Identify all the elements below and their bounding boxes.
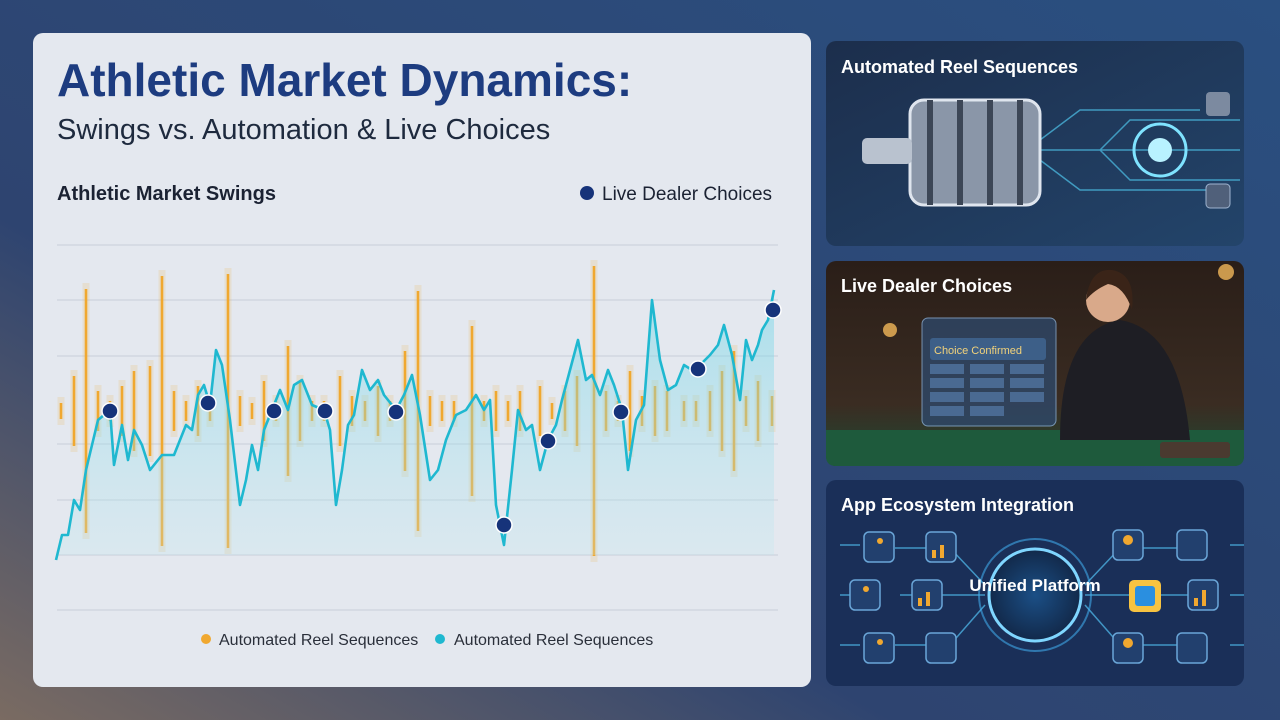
legend-label: Automated Reel Sequences: [454, 632, 653, 649]
marker: [495, 516, 513, 534]
panel-ecosystem: Unified Platform App Ecosystem Integrati…: [826, 480, 1244, 686]
circuit-lines: [1039, 109, 1240, 191]
marker: [316, 402, 334, 420]
hologram-text: Choice Confirmed: [934, 345, 1022, 357]
icon: [1205, 183, 1231, 209]
marker: [101, 402, 119, 420]
panel-title: Live Dealer Choices: [841, 276, 1012, 296]
app-icon-screen: [1135, 586, 1155, 606]
hub-ring: [978, 538, 1092, 652]
marker: [265, 402, 283, 420]
marker: [764, 301, 782, 319]
dealer-body: [1060, 320, 1190, 440]
line-area: [56, 290, 774, 560]
marker: [539, 432, 557, 450]
icon: [1206, 92, 1230, 116]
marker: [199, 394, 217, 412]
legend-swatch: [580, 186, 594, 200]
legend-swatch: [201, 634, 211, 644]
reel-slots: [927, 100, 1023, 205]
hologram-cells: [930, 364, 1044, 416]
panel-title: Automated Reel Sequences: [841, 57, 1078, 77]
hub-label: Unified Platform: [969, 576, 1100, 595]
legend-label: Automated Reel Sequences: [219, 632, 418, 649]
card-shoe: [1160, 442, 1230, 458]
plot: [54, 260, 782, 562]
panel-reel: Automated Reel Sequences: [826, 41, 1244, 246]
subtitle: Swings vs. Automation & Live Choices: [57, 114, 550, 146]
hologram-row: [930, 338, 1046, 360]
dealer-hair: [1086, 269, 1133, 310]
hub: [987, 547, 1083, 643]
lamp: [883, 323, 897, 337]
target-core: [1148, 138, 1172, 162]
lamp: [1218, 264, 1234, 280]
main-title: Athletic Market Dynamics:: [57, 54, 632, 106]
marker: [612, 403, 630, 421]
panel-title: App Ecosystem Integration: [841, 495, 1074, 515]
marker: [387, 403, 405, 421]
chart-title: Athletic Market Swings: [57, 183, 276, 205]
reel-shaft: [862, 138, 912, 164]
icon-glyphs: [863, 535, 1206, 648]
legend-swatch: [435, 634, 445, 644]
legend-label: Live Dealer Choices: [602, 184, 772, 205]
marker: [689, 360, 707, 378]
line: [54, 289, 776, 561]
panel-dealer: Choice Confirmed Live Dealer Choices: [826, 261, 1244, 466]
target-ring: [1132, 122, 1188, 178]
